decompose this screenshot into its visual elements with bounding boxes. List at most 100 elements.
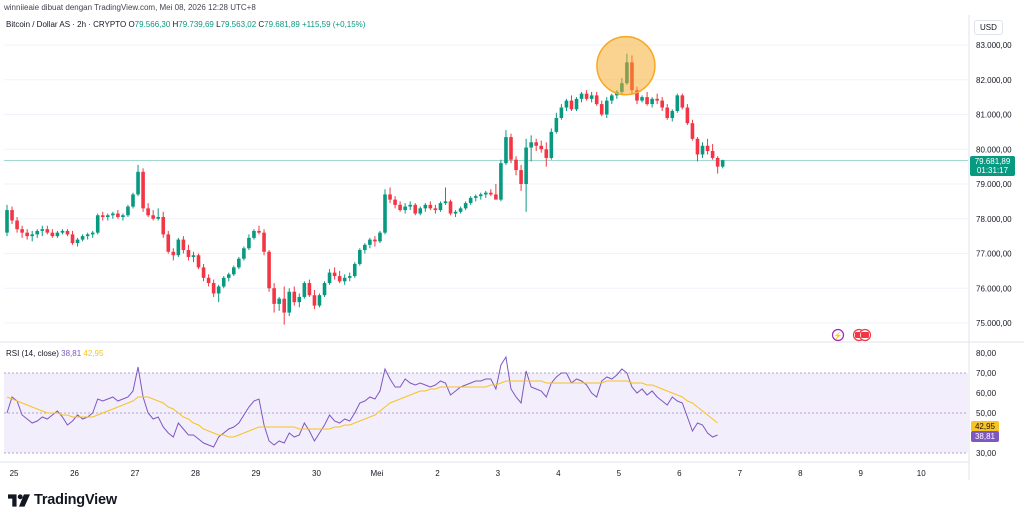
candle-body — [489, 192, 493, 195]
candle-body — [428, 204, 433, 209]
candle-body — [579, 93, 584, 99]
candle-body — [478, 194, 483, 197]
candle-body — [156, 217, 160, 219]
candle-body — [604, 100, 609, 115]
candle-body — [534, 142, 538, 146]
candle-body — [675, 95, 680, 112]
candle-body — [252, 230, 256, 238]
candle-body — [655, 98, 659, 101]
candle-body — [599, 104, 604, 115]
chart-credit: winniieaie dibuat dengan TradingView.com… — [4, 3, 256, 12]
price-tick-label: 80.000,00 — [976, 145, 1012, 154]
candle-body — [85, 234, 90, 237]
candle-body — [640, 97, 644, 101]
candle-body — [705, 145, 710, 151]
time-tick-label: 28 — [191, 469, 200, 478]
currency-selector[interactable]: USD — [974, 20, 1003, 35]
time-tick-label: 29 — [252, 469, 261, 478]
candle-body — [45, 229, 50, 233]
ohlc-open-label: O — [128, 20, 135, 29]
rsi-legend-value: 38,81 — [61, 349, 82, 358]
candle-body — [136, 171, 140, 195]
time-tick-label: 2 — [435, 469, 440, 478]
time-tick-label: 6 — [677, 469, 682, 478]
candle-body — [242, 248, 246, 259]
candle-body — [196, 255, 201, 268]
tradingview-logo-icon — [8, 493, 30, 507]
candle-body — [720, 160, 725, 167]
price-tick-label: 82.000,00 — [976, 76, 1012, 85]
candle-body — [221, 277, 226, 287]
price-tick-label: 76.000,00 — [976, 284, 1012, 293]
candle-body — [710, 150, 715, 158]
candle-body — [70, 234, 75, 244]
candle-body — [60, 230, 65, 233]
candle-body — [181, 239, 186, 251]
candle-body — [504, 137, 508, 164]
tradingview-logo-text: TradingView — [34, 492, 117, 508]
candle-body — [650, 98, 654, 105]
tradingview-logo[interactable]: TradingView — [8, 489, 117, 511]
candle-body — [594, 95, 599, 105]
candle-body — [695, 138, 700, 155]
ohlc-low-label: L — [216, 20, 221, 29]
candle-body — [352, 263, 357, 277]
ohlc-change: +115,59 (+0,15%) — [302, 20, 366, 29]
candle-body — [423, 204, 428, 209]
candle-body — [232, 267, 236, 275]
candle-body — [55, 232, 60, 237]
candle-body — [146, 208, 150, 216]
candle-body — [166, 234, 171, 252]
rsi-tick-label: 30,00 — [976, 449, 997, 458]
candle-body — [30, 234, 34, 237]
candle-body — [690, 123, 695, 139]
candle-body — [176, 239, 181, 256]
candle-body — [715, 157, 720, 167]
last-price-tag: 79.681,89 01:31:17 — [970, 156, 1015, 176]
lightning-glyph: ⚡ — [834, 331, 843, 340]
candle-body — [121, 215, 125, 218]
ohlc-low-value: 79.563,02 — [220, 20, 257, 29]
candle-body — [10, 210, 14, 221]
candle-body — [519, 170, 523, 184]
candle-body — [332, 272, 337, 277]
candle-body — [388, 194, 392, 200]
candle-body — [574, 98, 579, 110]
candle-body — [398, 204, 402, 211]
candle-body — [549, 131, 554, 158]
candle-body — [100, 215, 105, 218]
candle-body — [539, 145, 544, 150]
candle-body — [307, 283, 312, 296]
candle-body — [111, 213, 115, 216]
candle-body — [484, 192, 488, 195]
flag-glyph-2 — [861, 332, 869, 338]
candle-body — [665, 107, 670, 118]
rsi-name: RSI (14, close) — [6, 349, 59, 358]
peak-highlight-circle — [596, 35, 656, 96]
candle-body — [211, 283, 216, 294]
candle-body — [65, 230, 70, 235]
rsi-band-group — [4, 372, 968, 454]
candle-body — [50, 232, 55, 237]
candle-body — [373, 239, 377, 242]
candle-body — [90, 232, 95, 235]
ohlc-close-label: C — [258, 20, 265, 29]
candle-body — [589, 95, 594, 99]
ohlc-high-value: 79.739,69 — [178, 20, 214, 29]
candle-body — [75, 239, 80, 244]
candle-body — [95, 215, 100, 233]
candle-body — [272, 288, 276, 304]
price-tick-label: 83.000,00 — [976, 41, 1012, 50]
candle-body — [226, 274, 231, 278]
candle-body — [554, 117, 559, 132]
candle-body — [237, 258, 241, 268]
candle-body — [514, 159, 518, 171]
candle-body — [267, 251, 271, 289]
candle-body — [368, 239, 372, 245]
last-price-value: 79.681,89 — [974, 157, 1011, 166]
symbol-legend: Bitcoin / Dollar AS · 2h · CRYPTO O79.56… — [6, 20, 365, 29]
candle-body — [509, 137, 513, 160]
candle-body — [524, 147, 528, 184]
rsi-tick-label: 70,00 — [976, 369, 997, 378]
